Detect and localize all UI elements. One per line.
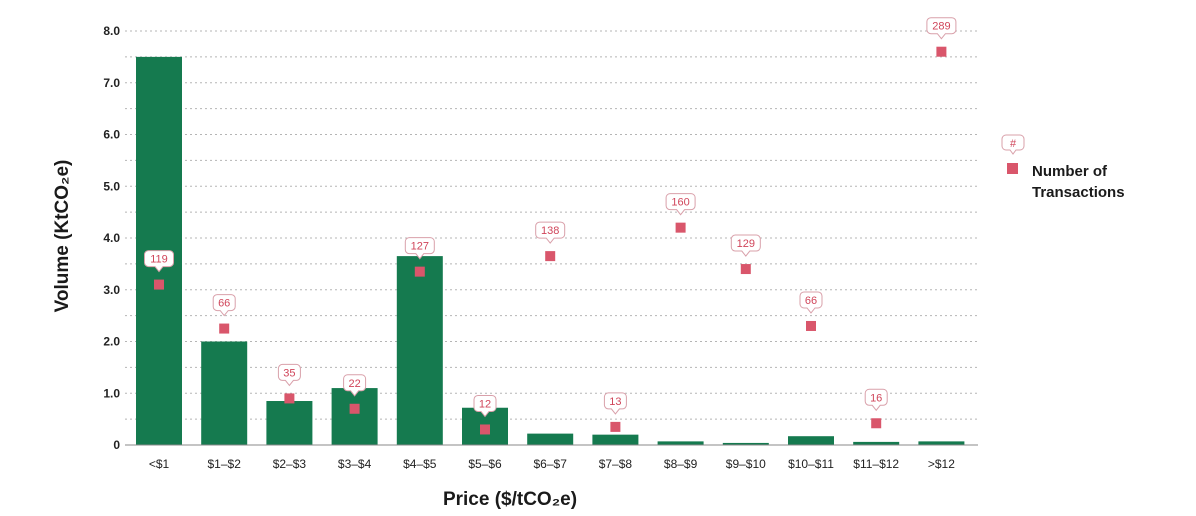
legend-label-line1: Number of <box>1032 163 1108 180</box>
transaction-count-label: 35 <box>283 367 295 379</box>
transaction-count-label: 160 <box>671 197 689 209</box>
transaction-markers: 119 66 35 22 127 12 138 13 160 129 66 16 289 <box>144 17 957 435</box>
x-tick-label: <$1 <box>149 457 170 471</box>
transaction-count-callout <box>473 394 497 418</box>
y-tick-label: 4.0 <box>103 231 120 245</box>
volume-bar <box>527 433 574 445</box>
transaction-count-callout <box>535 221 566 244</box>
y-tick-label: 8.0 <box>103 24 120 38</box>
y-tick-label: 5.0 <box>103 179 120 193</box>
x-tick-label: $9–$10 <box>726 457 766 471</box>
volume-bar <box>788 436 834 445</box>
transaction-marker <box>284 393 295 404</box>
x-tick-label: $10–$11 <box>788 457 834 471</box>
x-axis-title: Price ($/tCO₂e) <box>443 489 577 510</box>
transaction-count-callout <box>799 291 823 314</box>
transaction-marker <box>154 279 164 290</box>
y-tick-label: 0 <box>113 438 120 452</box>
y-tick-label: 7.0 <box>103 76 120 90</box>
x-tick-label: $1–$2 <box>208 457 242 471</box>
x-tick-label: $11–$12 <box>853 457 899 471</box>
transaction-marker <box>740 264 751 275</box>
bars <box>136 56 965 445</box>
transaction-count-callout <box>343 374 367 397</box>
transaction-marker <box>480 424 490 435</box>
x-tick-label: $4–$5 <box>403 457 437 471</box>
legend: # Number of Transactions <box>1001 134 1125 201</box>
volume-bar <box>331 388 378 445</box>
y-axis-ticks: 0 1.0 2.0 3.0 4.0 5.0 6.0 7.0 8.0 <box>103 24 120 452</box>
transaction-count-callout <box>926 17 957 40</box>
transaction-count-callout <box>404 237 435 260</box>
y-axis-title: Volume (KtCO₂e) <box>52 160 73 313</box>
volume-bar <box>201 341 248 445</box>
transaction-count-label: 289 <box>932 21 950 33</box>
transaction-marker <box>806 320 816 331</box>
x-tick-label: >$12 <box>928 457 955 471</box>
transaction-count-callout <box>603 392 627 415</box>
transaction-count-callout <box>144 250 174 273</box>
legend-callout-text: # <box>1010 138 1017 150</box>
transaction-count-callout <box>665 193 696 216</box>
transaction-marker <box>414 266 425 277</box>
grid-lines <box>125 30 978 420</box>
volume-bar <box>266 401 313 445</box>
transaction-count-label: 119 <box>150 254 168 266</box>
transaction-count-label: 138 <box>541 225 559 237</box>
transaction-marker <box>936 46 947 57</box>
legend-marker-swatch <box>1007 163 1018 174</box>
y-tick-label: 6.0 <box>103 128 120 142</box>
x-axis-ticks: <$1 $1–$2 $2–$3 $3–$4 $4–$5 $5–$6 $6–$7 $7–$8 $8… <box>149 457 955 471</box>
volume-bar <box>396 256 443 445</box>
volume-bar <box>918 441 965 445</box>
transaction-count-label: 16 <box>870 392 882 404</box>
volume-bar <box>657 441 704 445</box>
legend-callout-icon <box>1001 134 1025 155</box>
y-tick-label: 2.0 <box>103 335 120 349</box>
transaction-marker <box>545 251 556 262</box>
transaction-count-callout <box>730 234 761 257</box>
transaction-marker <box>610 421 621 432</box>
x-tick-label: $6–$7 <box>534 457 568 471</box>
transaction-marker <box>675 222 686 233</box>
transaction-marker <box>871 418 882 429</box>
x-tick-label: $5–$6 <box>468 457 502 471</box>
transaction-count-label: 13 <box>609 396 621 408</box>
transaction-count-label: 127 <box>411 241 429 253</box>
transaction-count-callout <box>864 388 888 412</box>
transaction-marker <box>349 403 360 414</box>
volume-bar <box>592 434 639 445</box>
x-tick-label: $8–$9 <box>664 457 698 471</box>
volume-bar <box>722 442 769 445</box>
transaction-count-label: 129 <box>737 238 755 250</box>
transaction-count-callout <box>277 363 301 387</box>
y-tick-label: 3.0 <box>103 283 120 297</box>
x-tick-label: $3–$4 <box>338 457 372 471</box>
volume-bar <box>853 441 900 445</box>
legend-label-line2: Transactions <box>1032 184 1125 201</box>
y-tick-label: 1.0 <box>103 386 120 400</box>
transaction-count-label: 12 <box>479 398 491 410</box>
transaction-count-callout <box>212 294 236 317</box>
x-tick-label: $2–$3 <box>273 457 307 471</box>
transaction-marker <box>219 323 230 334</box>
transaction-count-label: 22 <box>348 378 360 390</box>
x-tick-label: $7–$8 <box>599 457 633 471</box>
transaction-count-label: 66 <box>805 295 817 307</box>
transaction-count-label: 66 <box>218 298 230 310</box>
